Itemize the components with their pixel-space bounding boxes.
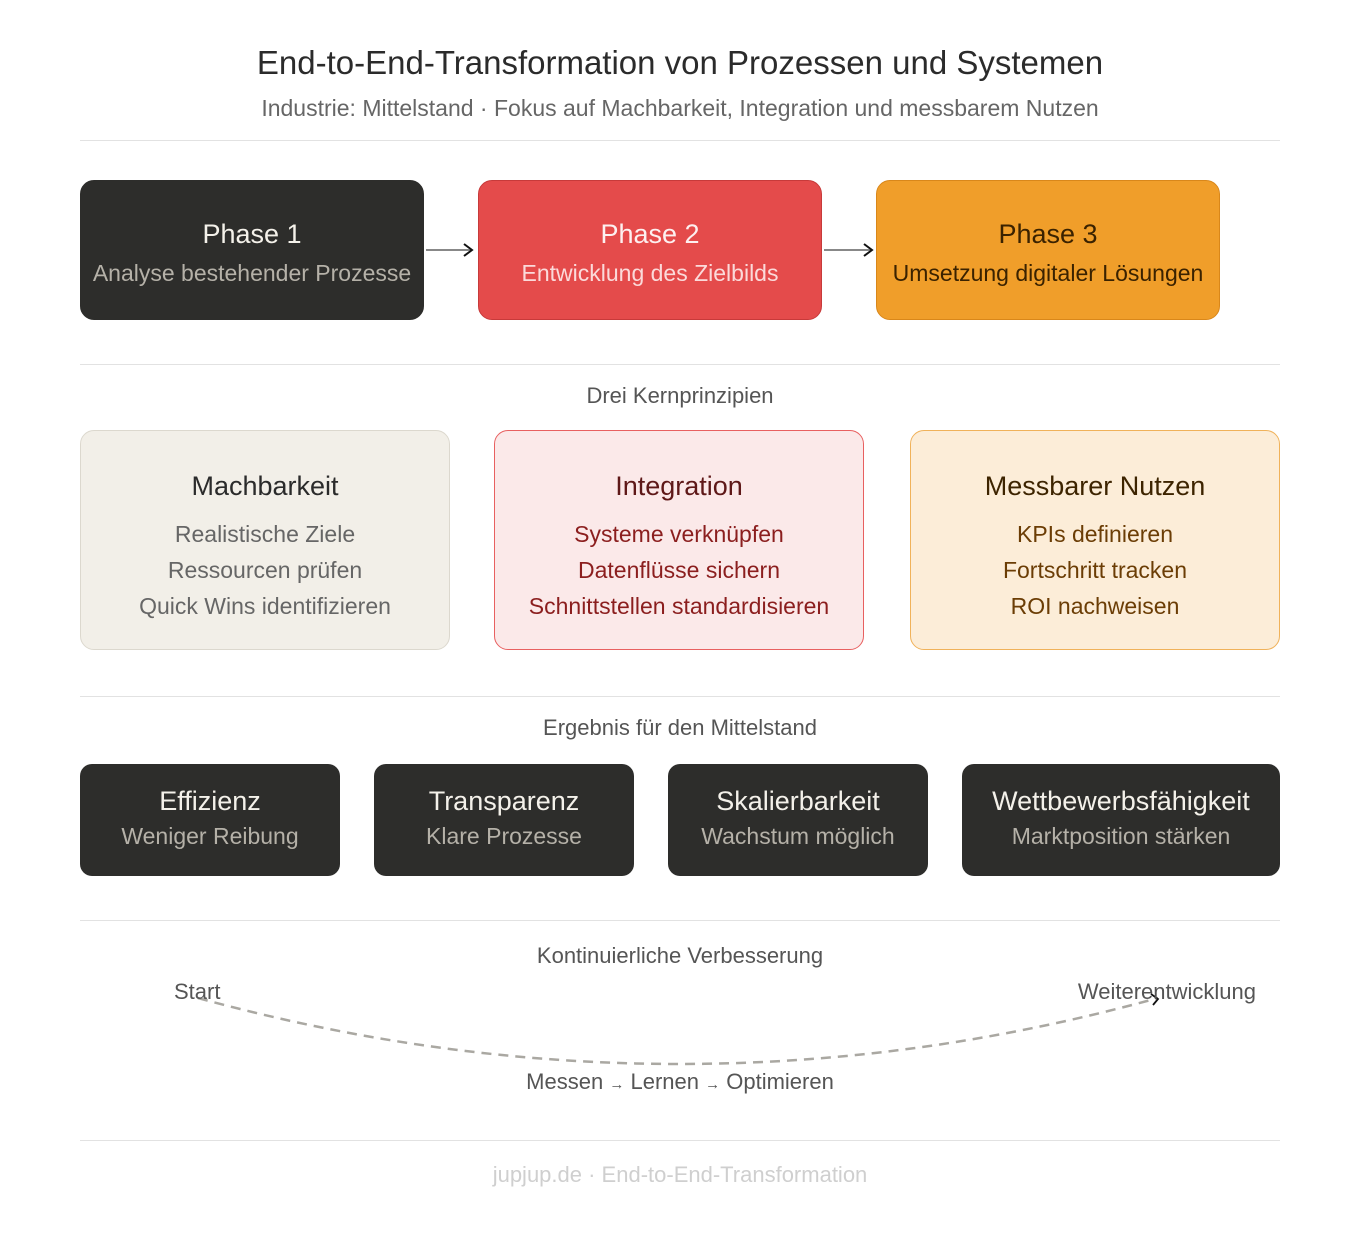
divider (80, 920, 1280, 921)
loop-step: Lernen (630, 1069, 699, 1094)
loop-heading: Kontinuierliche Verbesserung (536, 943, 824, 968)
divider (80, 140, 1280, 141)
result-box: Effizienz Weniger Reibung (80, 764, 340, 876)
result-title: Skalierbarkeit (716, 786, 880, 816)
principle-items: KPIs definieren Fortschritt tracken ROI na… (911, 516, 1279, 624)
arrow-icon (824, 243, 874, 257)
footer: jupjup.de · End-to-End-Transformation (492, 1162, 868, 1187)
principle-items: Realistische Ziele Ressourcen prüfen Quick… (81, 516, 449, 624)
phase-box: Phase 2 Entwicklung des Zielbilds (478, 180, 822, 320)
principle-item: Realistische Ziele (174, 521, 356, 547)
page-subtitle: Industrie: Mittelstand · Fokus auf Machb… (261, 95, 1099, 121)
phase-box: Phase 3 Umsetzung digitaler Lösungen (876, 180, 1220, 320)
principle-item: KPIs definieren (1017, 521, 1173, 547)
principle-item: Fortschritt tracken (1002, 557, 1188, 583)
loop-steps: Messen → Lernen → Optimieren (0, 1069, 1360, 1095)
loop-curve (197, 993, 1160, 1066)
arrow-icon: → (705, 1076, 721, 1093)
loop-start-label: Start (174, 979, 221, 1004)
principle-title: Integration (615, 471, 743, 501)
phase-title: Phase 2 (600, 219, 700, 249)
result-box: Wettbewerbsfähigkeit Marktposition stärke… (962, 764, 1280, 876)
principle-item: Quick Wins identifizieren (139, 593, 391, 619)
result-subtitle: Wachstum möglich (701, 823, 895, 849)
principle-item: ROI nachweisen (1010, 593, 1180, 619)
principle-card: Machbarkeit Realistische Ziele Ressourcen … (80, 430, 450, 650)
result-box: Transparenz Klare Prozesse (374, 764, 634, 876)
result-box: Skalierbarkeit Wachstum möglich (668, 764, 928, 876)
arrow-icon (1150, 993, 1160, 1006)
result-title: Effizienz (159, 786, 261, 816)
result-title: Wettbewerbsfähigkeit (992, 786, 1250, 816)
loop-end-label: Weiterentwicklung (1077, 979, 1256, 1004)
result-subtitle: Weniger Reibung (121, 823, 299, 849)
phase-title: Phase 1 (202, 219, 302, 249)
page-title: End-to-End-Transformation von Prozessen … (256, 44, 1104, 81)
phase-box: Phase 1 Analyse bestehender Prozesse (80, 180, 424, 320)
loop-step: Optimieren (726, 1069, 834, 1094)
result-subtitle: Klare Prozesse (426, 823, 582, 849)
divider (80, 364, 1280, 365)
result-subtitle: Marktposition stärken (1011, 823, 1231, 849)
principle-title: Messbarer Nutzen (984, 471, 1206, 501)
principles-heading: Drei Kernprinzipien (586, 383, 774, 408)
loop-step: Messen (526, 1069, 604, 1094)
divider (80, 696, 1280, 697)
phase-title: Phase 3 (998, 219, 1098, 249)
result-title: Transparenz (428, 786, 580, 816)
principle-card: Integration Systeme verknüpfen Datenflüsse… (494, 430, 864, 650)
phase-subtitle: Analyse bestehender Prozesse (92, 260, 412, 286)
arrow-icon: → (609, 1076, 625, 1093)
principle-title: Machbarkeit (191, 471, 339, 501)
divider (80, 1140, 1280, 1141)
principle-item: Ressourcen prüfen (167, 557, 363, 583)
principle-item: Schnittstellen standardisieren (528, 593, 830, 619)
principle-item: Datenflüsse sichern (578, 557, 780, 583)
principle-card: Messbarer Nutzen KPIs definieren Fortschri… (910, 430, 1280, 650)
principle-items: Systeme verknüpfen Datenflüsse sichern Sch… (495, 516, 863, 624)
principle-item: Systeme verknüpfen (574, 521, 784, 547)
arrow-icon (426, 243, 474, 257)
results-heading: Ergebnis für den Mittelstand (543, 715, 817, 740)
phase-subtitle: Umsetzung digitaler Lösungen (892, 260, 1204, 286)
phase-subtitle: Entwicklung des Zielbilds (521, 260, 779, 286)
